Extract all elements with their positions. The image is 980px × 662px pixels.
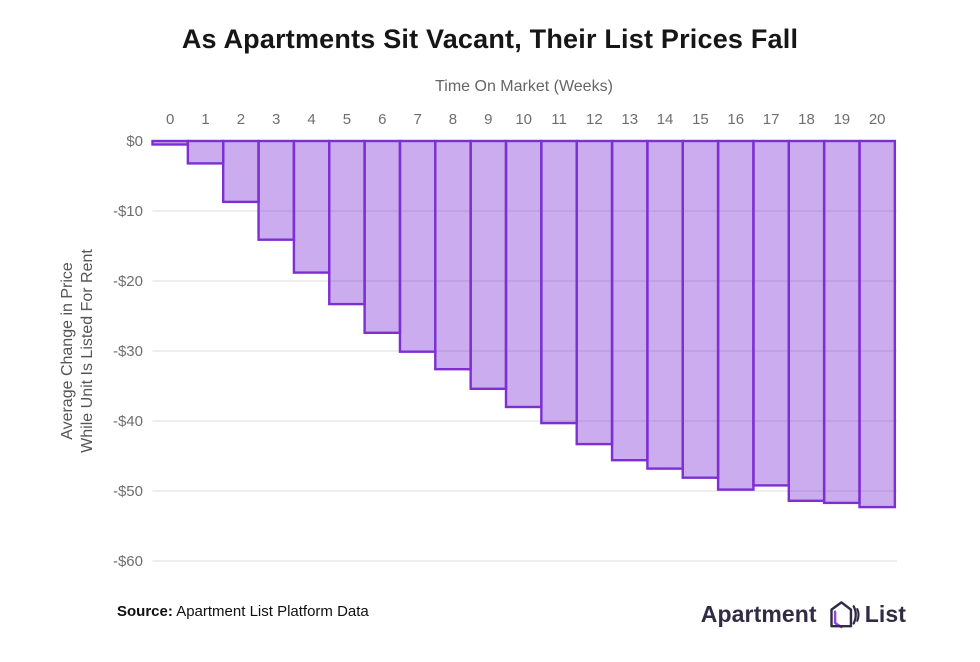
x-tick-label: 5: [343, 111, 351, 128]
bar-week-15: [681, 139, 720, 479]
y-tick-label: -$20: [113, 273, 143, 290]
bar-week-5: [328, 139, 366, 306]
bar-week-6: [363, 139, 402, 335]
page-title: As Apartments Sit Vacant, Their List Pri…: [181, 24, 799, 54]
x-tick-label: 12: [586, 111, 603, 128]
x-tick-label: 2: [237, 111, 245, 128]
x-tick-label: 14: [657, 111, 674, 128]
y-tick-label: -$10: [113, 203, 143, 220]
bar-week-2: [221, 139, 260, 204]
source-label: Source:: [117, 603, 173, 620]
apartment-list-logo: Apartment List: [701, 594, 906, 634]
x-tick-label: 6: [378, 111, 386, 128]
x-tick-label: 8: [449, 111, 457, 128]
logo-word-apartment: Apartment: [700, 600, 817, 627]
x-tick-label: 9: [484, 111, 492, 128]
y-tick-label: $0: [126, 133, 143, 150]
x-axis-title: Time On Market (Weeks): [435, 78, 613, 95]
bar-week-0: [151, 139, 190, 146]
x-tick-label: 3: [272, 111, 280, 128]
bar-week-14: [646, 139, 684, 470]
bar-week-9: [469, 139, 508, 391]
bar-week-8: [434, 139, 472, 371]
x-tick-label: 16: [727, 111, 744, 128]
x-tick-label: 7: [413, 111, 421, 128]
x-tick-label: 13: [621, 111, 638, 128]
logo-word-list: List: [864, 600, 906, 627]
x-tick-label: 1: [201, 111, 209, 128]
x-tick-label: 11: [551, 111, 567, 128]
bar-week-19: [822, 139, 861, 505]
bar-week-18: [787, 139, 826, 502]
bar-week-4: [292, 139, 331, 274]
x-tick-label: 20: [869, 111, 886, 128]
x-tick-label: 17: [763, 111, 780, 128]
bar-week-20: [858, 139, 897, 509]
x-tick-label: 15: [692, 111, 709, 128]
bar-week-13: [610, 139, 649, 462]
y-tick-label: -$60: [113, 553, 143, 570]
x-tick-label: 18: [798, 111, 815, 128]
y-tick-label: -$30: [113, 343, 143, 360]
x-tick-label: 0: [166, 111, 174, 128]
bar-week-12: [575, 139, 614, 446]
y-tick-label: -$50: [113, 483, 143, 500]
x-tick-label: 10: [515, 111, 532, 128]
y-tick-label: -$40: [113, 413, 143, 430]
house-echo-icon: [829, 601, 860, 629]
bar-week-3: [257, 139, 296, 241]
bar-week-7: [398, 139, 437, 353]
x-tick-label: 19: [833, 111, 850, 128]
x-tick-label: 4: [307, 111, 315, 128]
source-text: Apartment List Platform Data: [176, 603, 369, 620]
source-note: Source: Apartment List Platform Data: [117, 603, 369, 620]
bar-week-17: [752, 139, 791, 487]
bar-week-16: [716, 139, 755, 491]
bar-week-1: [186, 139, 225, 165]
bar-week-10: [504, 139, 543, 409]
bar-week-11: [540, 139, 578, 425]
